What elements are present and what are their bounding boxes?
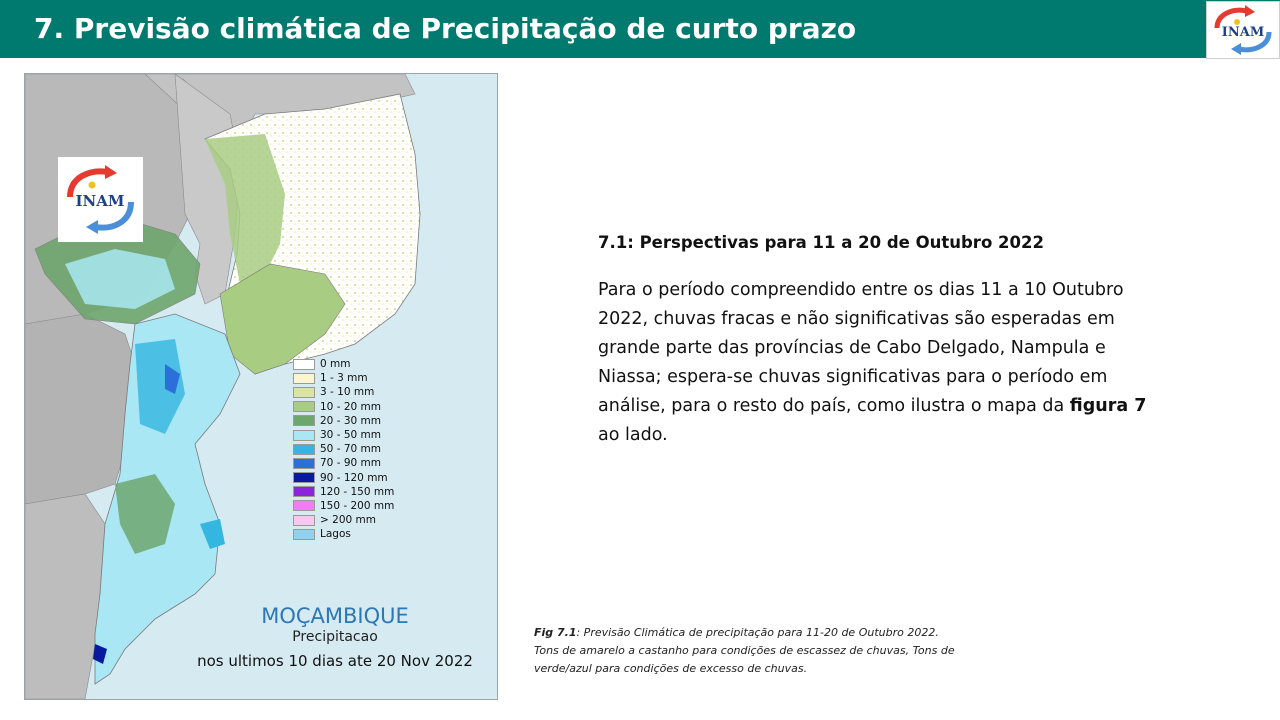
- legend-item: 20 - 30 mm: [293, 414, 413, 428]
- legend-swatch: [293, 514, 315, 526]
- page-title: 7. Previsão climática de Precipitação de…: [34, 12, 857, 45]
- legend-item: Lagos: [293, 527, 413, 541]
- legend-label: 30 - 50 mm: [320, 429, 381, 442]
- figure-reference: figura 7: [1069, 396, 1147, 416]
- map-title: MOÇAMBIQUE: [261, 604, 409, 628]
- heavy-rain-patch: [165, 364, 180, 394]
- legend-swatch: [293, 386, 315, 398]
- legend-label: 1 - 3 mm: [320, 372, 368, 385]
- section-body: Para o período compreendido entre os dia…: [598, 276, 1158, 450]
- legend-item: 90 - 120 mm: [293, 471, 413, 485]
- south-africa-region: [25, 493, 106, 699]
- legend-label: 150 - 200 mm: [320, 499, 395, 512]
- inhambane-green-zone: [115, 474, 175, 554]
- legend-label: > 200 mm: [320, 514, 376, 527]
- tete-wet-patch: [65, 249, 175, 309]
- map-period: nos ultimos 10 dias ate 20 Nov 2022: [197, 652, 473, 670]
- legend-swatch: [293, 358, 315, 370]
- body-text-end: ao lado.: [598, 425, 668, 445]
- legend-swatch: [293, 415, 315, 427]
- legend-swatch: [293, 528, 315, 540]
- legend-swatch: [293, 443, 315, 455]
- legend-label: 20 - 30 mm: [320, 414, 381, 427]
- map-legend: 0 mm 1 - 3 mm 3 - 10 mm 10 - 20 mm 20 - 30 m…: [293, 357, 413, 541]
- legend-label: 0 mm: [320, 358, 351, 371]
- zimbabwe-region: [25, 313, 136, 505]
- legend-item: 150 - 200 mm: [293, 499, 413, 513]
- map-subtitle: Precipitacao: [292, 629, 378, 645]
- zambezia-zone: [219, 263, 346, 375]
- legend-item: 10 - 20 mm: [293, 400, 413, 414]
- legend-swatch: [293, 457, 315, 469]
- legend-swatch: [293, 500, 315, 512]
- legend-label: 120 - 150 mm: [320, 485, 395, 498]
- legend-item: > 200 mm: [293, 513, 413, 527]
- legend-swatch: [293, 486, 315, 498]
- legend-item: 30 - 50 mm: [293, 428, 413, 442]
- legend-label: 70 - 90 mm: [320, 457, 381, 470]
- mozambique-map: [25, 74, 421, 699]
- svg-text:INAM: INAM: [76, 192, 125, 210]
- legend-swatch: [293, 429, 315, 441]
- legend-label: 50 - 70 mm: [320, 443, 381, 456]
- legend-item: 50 - 70 mm: [293, 442, 413, 456]
- niassa-green-zone: [205, 134, 285, 284]
- legend-label: Lagos: [320, 528, 351, 541]
- caption-text: : Previsão Climática de precipitação par…: [534, 626, 955, 675]
- legend-swatch: [293, 372, 315, 384]
- legend-swatch: [293, 472, 315, 484]
- legend-item: 0 mm: [293, 357, 413, 371]
- inam-logo: INAM: [1206, 1, 1280, 59]
- legend-item: 120 - 150 mm: [293, 485, 413, 499]
- caption-label: Fig 7.1: [534, 626, 577, 639]
- legend-label: 3 - 10 mm: [320, 386, 375, 399]
- inam-logo-icon: INAM: [58, 157, 143, 242]
- section-heading: 7.1: Perspectivas para 11 a 20 de Outubr…: [598, 233, 1044, 252]
- legend-item: 1 - 3 mm: [293, 371, 413, 385]
- manica-wet-zone: [135, 339, 185, 434]
- inam-logo-icon: INAM: [1214, 5, 1272, 55]
- precipitation-map: INAM 0 mm 1 - 3 mm 3 - 10 mm 10 - 20 mm 20 -…: [24, 73, 498, 700]
- map-inam-logo: INAM: [58, 157, 143, 242]
- figure-caption: Fig 7.1: Previsão Climática de precipita…: [534, 624, 964, 678]
- legend-swatch: [293, 401, 315, 413]
- header-bar: 7. Previsão climática de Precipitação de…: [0, 0, 1280, 58]
- coastal-wet-patch: [200, 519, 225, 549]
- legend-label: 90 - 120 mm: [320, 471, 388, 484]
- legend-label: 10 - 20 mm: [320, 400, 381, 413]
- legend-item: 70 - 90 mm: [293, 456, 413, 470]
- legend-item: 3 - 10 mm: [293, 385, 413, 399]
- body-text-part: Para o período compreendido entre os dia…: [598, 280, 1124, 416]
- maputo-heavy-patch: [93, 644, 107, 664]
- svg-text:INAM: INAM: [1222, 25, 1264, 40]
